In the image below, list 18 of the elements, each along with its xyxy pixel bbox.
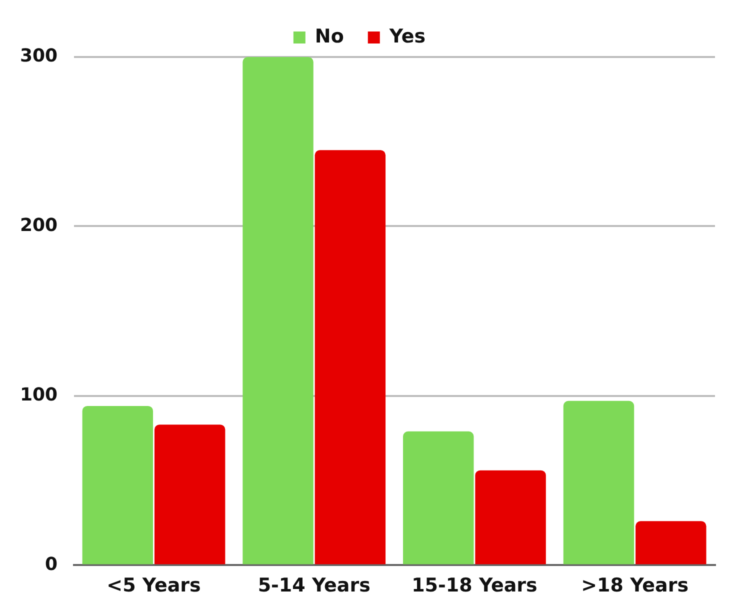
bar: [314, 150, 386, 564]
x-tick-label: 5-14 Years: [258, 574, 370, 597]
x-tick-label: 15-18 Years: [412, 574, 538, 597]
bar: [475, 470, 546, 564]
y-tick-label: 200: [20, 215, 58, 236]
x-tick-label: <5 Years: [106, 574, 201, 597]
bar: [636, 521, 706, 564]
bar: [242, 57, 314, 564]
y-tick-label: 100: [20, 384, 58, 406]
y-tick-label: 300: [20, 46, 58, 67]
x-tick-label: >18 Years: [581, 574, 689, 597]
legend-label: Yes: [388, 25, 426, 48]
bar: [82, 406, 154, 564]
bar: [403, 431, 474, 564]
legend-label: No: [314, 25, 344, 48]
y-tick-label: 0: [45, 554, 58, 575]
bar: [154, 424, 226, 564]
bar: [563, 400, 634, 564]
